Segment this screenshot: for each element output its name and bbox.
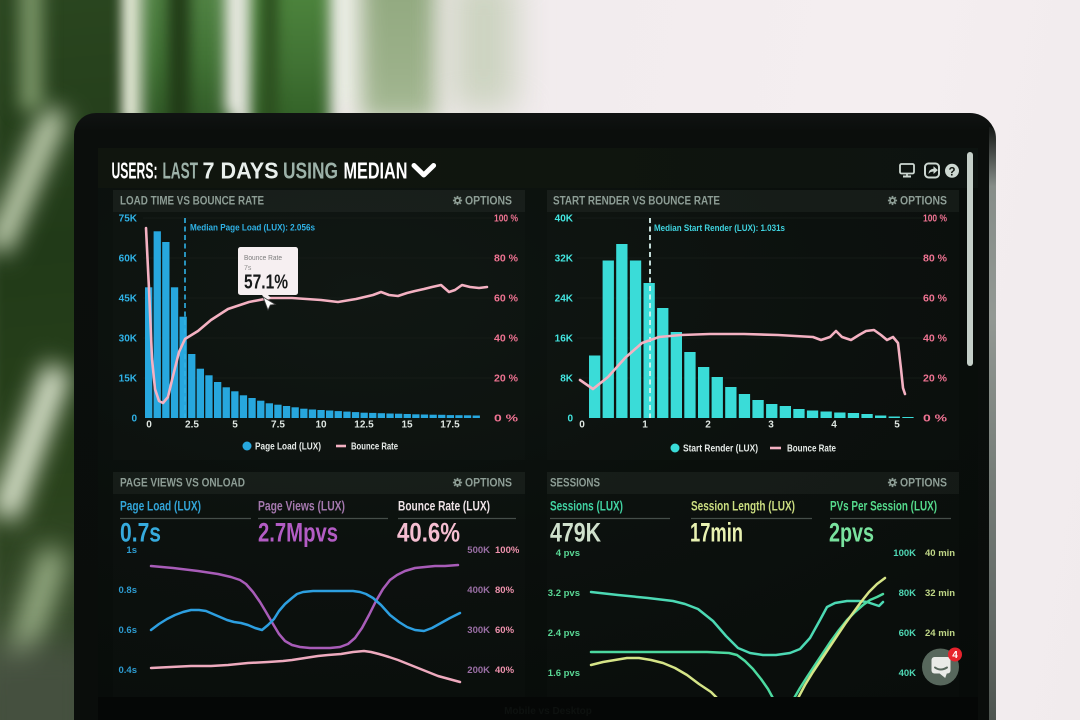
svg-text:2.7Mpvs: 2.7Mpvs — [258, 518, 338, 548]
svg-text:400K: 400K — [467, 585, 490, 596]
svg-text:0 %: 0 % — [923, 414, 947, 425]
svg-text:USERS:: USERS: — [112, 158, 158, 184]
svg-text:4 pvs: 4 pvs — [556, 548, 580, 559]
svg-text:OPTIONS: OPTIONS — [900, 194, 947, 208]
svg-text:0.6s: 0.6s — [119, 625, 138, 636]
svg-text:0.8s: 0.8s — [119, 585, 138, 596]
svg-text:32 min: 32 min — [925, 588, 955, 599]
svg-text:80 %: 80 % — [494, 254, 518, 265]
svg-text:100K: 100K — [893, 548, 916, 559]
svg-text:0.7s: 0.7s — [120, 518, 161, 548]
svg-text:3: 3 — [768, 420, 774, 431]
svg-text:100 %: 100 % — [923, 214, 947, 225]
svg-text:MEDIAN: MEDIAN — [344, 158, 408, 184]
svg-text:1s: 1s — [126, 545, 137, 556]
svg-text:200K: 200K — [467, 665, 490, 676]
svg-text:SESSIONS: SESSIONS — [550, 476, 600, 490]
svg-text:2.4 pvs: 2.4 pvs — [548, 628, 580, 639]
svg-text:2: 2 — [705, 420, 711, 431]
svg-text:0: 0 — [131, 414, 137, 425]
svg-text:7 DAYS: 7 DAYS — [203, 158, 279, 184]
svg-text:5: 5 — [232, 420, 238, 431]
svg-text:4: 4 — [831, 420, 837, 431]
svg-text:Bounce Rate (LUX): Bounce Rate (LUX) — [398, 499, 490, 514]
svg-text:0: 0 — [567, 414, 573, 425]
svg-text:Session Length (LUX): Session Length (LUX) — [691, 499, 795, 514]
svg-text:Bounce Rate: Bounce Rate — [787, 444, 836, 455]
svg-text:0.4s: 0.4s — [119, 665, 138, 676]
svg-text:60 %: 60 % — [923, 294, 947, 305]
svg-text:60K: 60K — [119, 254, 138, 265]
svg-text:20 %: 20 % — [923, 374, 947, 385]
svg-text:24 min: 24 min — [925, 628, 955, 639]
svg-text:Start Render (LUX): Start Render (LUX) — [683, 444, 758, 455]
svg-text:Median Start Render (LUX): 1.0: Median Start Render (LUX): 1.031s — [654, 223, 785, 234]
svg-text:7s: 7s — [244, 265, 252, 272]
svg-text:60K: 60K — [899, 628, 917, 639]
svg-text:1: 1 — [642, 420, 648, 431]
svg-text:45K: 45K — [119, 294, 138, 305]
svg-text:START RENDER VS BOUNCE RATE: START RENDER VS BOUNCE RATE — [553, 194, 720, 208]
svg-text:80 %: 80 % — [923, 254, 947, 265]
svg-text:40K: 40K — [899, 668, 917, 679]
svg-text:PVs Per Session (LUX): PVs Per Session (LUX) — [830, 499, 937, 514]
svg-text:8K: 8K — [560, 374, 574, 385]
svg-text:OPTIONS: OPTIONS — [900, 476, 947, 490]
svg-text:15K: 15K — [119, 374, 138, 385]
svg-text:Page Views (LUX): Page Views (LUX) — [258, 499, 345, 514]
svg-text:100%: 100% — [495, 545, 520, 556]
svg-text:40K: 40K — [555, 214, 574, 225]
svg-text:Bounce Rate: Bounce Rate — [244, 253, 282, 262]
svg-text:4: 4 — [952, 650, 958, 661]
svg-text:17.5: 17.5 — [440, 420, 460, 431]
svg-text:Page Load (LUX): Page Load (LUX) — [255, 442, 321, 453]
svg-text:USING: USING — [283, 158, 338, 184]
svg-text:60%: 60% — [495, 625, 515, 636]
svg-text:40.6%: 40.6% — [397, 518, 460, 548]
svg-text:2.5: 2.5 — [185, 420, 199, 431]
svg-text:40 %: 40 % — [923, 334, 947, 345]
svg-text:1.6 pvs: 1.6 pvs — [548, 668, 580, 679]
svg-text:Bounce Rate: Bounce Rate — [351, 442, 398, 453]
svg-text:17min: 17min — [690, 518, 743, 548]
svg-text:OPTIONS: OPTIONS — [465, 194, 512, 208]
svg-text:40 min: 40 min — [925, 548, 955, 559]
svg-text:0: 0 — [146, 420, 152, 431]
svg-text:40 %: 40 % — [494, 334, 518, 345]
svg-text:24K: 24K — [555, 294, 574, 305]
svg-text:7.5: 7.5 — [271, 420, 285, 431]
svg-text:LOAD TIME VS BOUNCE RATE: LOAD TIME VS BOUNCE RATE — [120, 194, 264, 208]
svg-text:Sessions (LUX): Sessions (LUX) — [550, 499, 623, 514]
svg-text:479K: 479K — [550, 518, 601, 548]
svg-text:LAST: LAST — [163, 158, 199, 184]
svg-text:OPTIONS: OPTIONS — [465, 476, 512, 490]
svg-text:16K: 16K — [555, 334, 574, 345]
svg-text:30K: 30K — [119, 334, 138, 345]
svg-text:57.1%: 57.1% — [244, 272, 288, 294]
svg-text:32K: 32K — [555, 254, 574, 265]
svg-text:2pvs: 2pvs — [829, 518, 874, 548]
svg-text:PAGE VIEWS VS ONLOAD: PAGE VIEWS VS ONLOAD — [120, 476, 245, 490]
svg-text:20 %: 20 % — [494, 374, 518, 385]
svg-text:500K: 500K — [467, 545, 490, 556]
svg-text:100 %: 100 % — [494, 214, 518, 225]
svg-text:0 %: 0 % — [494, 414, 518, 425]
svg-text:5: 5 — [894, 420, 900, 431]
svg-text:15: 15 — [401, 420, 413, 431]
svg-text:40%: 40% — [495, 665, 515, 676]
svg-text:10: 10 — [315, 420, 327, 431]
svg-text:80%: 80% — [495, 585, 515, 596]
svg-text:Median Page Load (LUX): 2.056s: Median Page Load (LUX): 2.056s — [190, 223, 315, 234]
svg-text:80K: 80K — [899, 588, 917, 599]
svg-text:3.2 pvs: 3.2 pvs — [548, 588, 580, 599]
svg-text:Page Load (LUX): Page Load (LUX) — [120, 499, 201, 514]
svg-text:?: ? — [948, 166, 955, 178]
svg-text:75K: 75K — [119, 214, 138, 225]
svg-text:300K: 300K — [467, 625, 490, 636]
svg-text:60 %: 60 % — [494, 294, 518, 305]
svg-text:12.5: 12.5 — [354, 420, 374, 431]
svg-text:0: 0 — [579, 420, 585, 431]
